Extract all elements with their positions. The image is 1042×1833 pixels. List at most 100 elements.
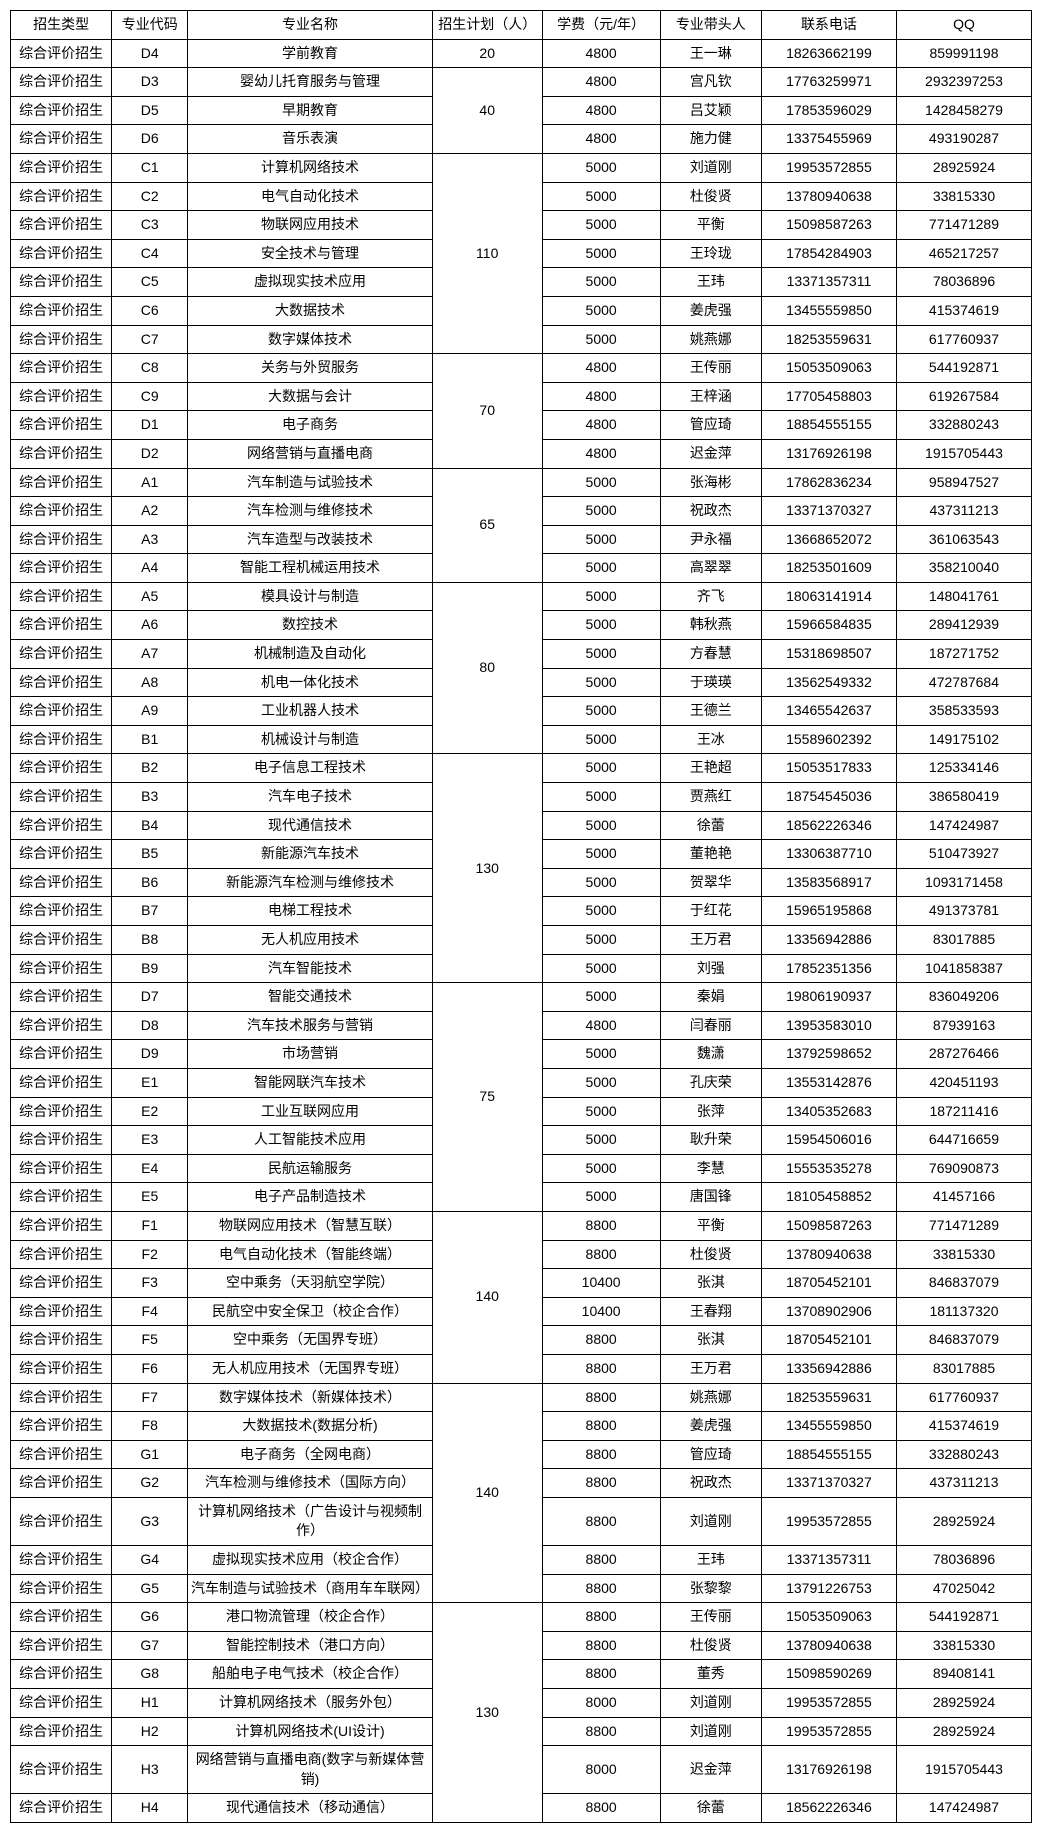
cell-type: 综合评价招生 bbox=[11, 1297, 112, 1326]
cell-code: B1 bbox=[112, 725, 188, 754]
cell-qq: 87939163 bbox=[896, 1011, 1031, 1040]
cell-type: 综合评价招生 bbox=[11, 840, 112, 869]
cell-lead: 张黎黎 bbox=[660, 1574, 761, 1603]
cell-name: 汽车检测与维修技术（国际方向） bbox=[188, 1469, 433, 1498]
cell-name: 模具设计与制造 bbox=[188, 582, 433, 611]
cell-qq: 771471289 bbox=[896, 1211, 1031, 1240]
cell-plan: 20 bbox=[432, 39, 542, 68]
cell-name: 电子商务（全网电商） bbox=[188, 1440, 433, 1469]
cell-fee: 5000 bbox=[542, 153, 660, 182]
cell-fee: 5000 bbox=[542, 468, 660, 497]
cell-lead: 施力健 bbox=[660, 125, 761, 154]
cell-code: A1 bbox=[112, 468, 188, 497]
cell-qq: 769090873 bbox=[896, 1154, 1031, 1183]
cell-lead: 王冰 bbox=[660, 725, 761, 754]
cell-type: 综合评价招生 bbox=[11, 611, 112, 640]
cell-qq: 415374619 bbox=[896, 1412, 1031, 1441]
cell-code: G5 bbox=[112, 1574, 188, 1603]
cell-qq: 472787684 bbox=[896, 668, 1031, 697]
cell-name: 民航运输服务 bbox=[188, 1154, 433, 1183]
cell-type: 综合评价招生 bbox=[11, 1011, 112, 1040]
cell-plan: 65 bbox=[432, 468, 542, 582]
cell-fee: 5000 bbox=[542, 983, 660, 1012]
cell-phone: 13176926198 bbox=[761, 1746, 896, 1794]
cell-phone: 13176926198 bbox=[761, 439, 896, 468]
cell-fee: 5000 bbox=[542, 868, 660, 897]
cell-fee: 5000 bbox=[542, 325, 660, 354]
cell-name: 船舶电子电气技术（校企合作） bbox=[188, 1660, 433, 1689]
cell-name: 网络营销与直播电商(数字与新媒体营销) bbox=[188, 1746, 433, 1794]
cell-phone: 19953572855 bbox=[761, 1497, 896, 1545]
cell-lead: 迟金萍 bbox=[660, 1746, 761, 1794]
cell-type: 综合评价招生 bbox=[11, 1412, 112, 1441]
cell-lead: 杜俊贤 bbox=[660, 1631, 761, 1660]
cell-lead: 于红花 bbox=[660, 897, 761, 926]
cell-fee: 8800 bbox=[542, 1631, 660, 1660]
cell-phone: 19953572855 bbox=[761, 1717, 896, 1746]
cell-name: 民航空中安全保卫（校企合作） bbox=[188, 1297, 433, 1326]
cell-code: A4 bbox=[112, 554, 188, 583]
cell-lead: 王春翔 bbox=[660, 1297, 761, 1326]
cell-qq: 358210040 bbox=[896, 554, 1031, 583]
cell-qq: 544192871 bbox=[896, 354, 1031, 383]
cell-name: 虚拟现实技术应用 bbox=[188, 268, 433, 297]
cell-fee: 8800 bbox=[542, 1240, 660, 1269]
cell-name: 汽车电子技术 bbox=[188, 783, 433, 812]
cell-fee: 5000 bbox=[542, 897, 660, 926]
cell-code: C5 bbox=[112, 268, 188, 297]
cell-type: 综合评价招生 bbox=[11, 468, 112, 497]
cell-qq: 1915705443 bbox=[896, 439, 1031, 468]
cell-qq: 1428458279 bbox=[896, 96, 1031, 125]
cell-lead: 王传丽 bbox=[660, 354, 761, 383]
cell-type: 综合评价招生 bbox=[11, 1240, 112, 1269]
cell-fee: 5000 bbox=[542, 926, 660, 955]
cell-qq: 83017885 bbox=[896, 926, 1031, 955]
cell-name: 音乐表演 bbox=[188, 125, 433, 154]
cell-phone: 13780940638 bbox=[761, 1240, 896, 1269]
cell-code: G3 bbox=[112, 1497, 188, 1545]
cell-fee: 8800 bbox=[542, 1497, 660, 1545]
cell-plan: 40 bbox=[432, 68, 542, 154]
cell-lead: 徐蕾 bbox=[660, 1794, 761, 1823]
cell-lead: 祝政杰 bbox=[660, 497, 761, 526]
cell-type: 综合评价招生 bbox=[11, 497, 112, 526]
table-body: 综合评价招生D4学前教育204800王一琳1826366219985999119… bbox=[11, 39, 1032, 1822]
cell-plan: 130 bbox=[432, 1603, 542, 1823]
cell-lead: 张淇 bbox=[660, 1326, 761, 1355]
cell-qq: 846837079 bbox=[896, 1269, 1031, 1298]
cell-qq: 28925924 bbox=[896, 1717, 1031, 1746]
cell-code: G7 bbox=[112, 1631, 188, 1660]
cell-plan: 70 bbox=[432, 354, 542, 468]
cell-name: 机械制造及自动化 bbox=[188, 640, 433, 669]
admissions-table: 招生类型 专业代码 专业名称 招生计划（人） 学费（元/年） 专业带头人 联系电… bbox=[10, 10, 1032, 1823]
cell-phone: 15053509063 bbox=[761, 354, 896, 383]
cell-code: A8 bbox=[112, 668, 188, 697]
cell-code: F8 bbox=[112, 1412, 188, 1441]
cell-lead: 吕艾颖 bbox=[660, 96, 761, 125]
cell-code: A7 bbox=[112, 640, 188, 669]
cell-phone: 17853596029 bbox=[761, 96, 896, 125]
cell-type: 综合评价招生 bbox=[11, 1440, 112, 1469]
cell-type: 综合评价招生 bbox=[11, 125, 112, 154]
cell-lead: 董秀 bbox=[660, 1660, 761, 1689]
cell-fee: 5000 bbox=[542, 182, 660, 211]
cell-qq: 644716659 bbox=[896, 1126, 1031, 1155]
cell-type: 综合评价招生 bbox=[11, 783, 112, 812]
cell-name: 虚拟现实技术应用（校企合作） bbox=[188, 1546, 433, 1575]
cell-qq: 437311213 bbox=[896, 497, 1031, 526]
cell-name: 早期教育 bbox=[188, 96, 433, 125]
cell-qq: 83017885 bbox=[896, 1354, 1031, 1383]
cell-lead: 姚燕娜 bbox=[660, 1383, 761, 1412]
cell-phone: 15966584835 bbox=[761, 611, 896, 640]
cell-lead: 祝政杰 bbox=[660, 1469, 761, 1498]
cell-qq: 846837079 bbox=[896, 1326, 1031, 1355]
cell-lead: 王传丽 bbox=[660, 1603, 761, 1632]
cell-code: F3 bbox=[112, 1269, 188, 1298]
cell-type: 综合评价招生 bbox=[11, 1126, 112, 1155]
cell-qq: 187211416 bbox=[896, 1097, 1031, 1126]
cell-phone: 13553142876 bbox=[761, 1068, 896, 1097]
cell-fee: 5000 bbox=[542, 1183, 660, 1212]
cell-qq: 617760937 bbox=[896, 325, 1031, 354]
cell-type: 综合评价招生 bbox=[11, 983, 112, 1012]
cell-lead: 唐国锋 bbox=[660, 1183, 761, 1212]
